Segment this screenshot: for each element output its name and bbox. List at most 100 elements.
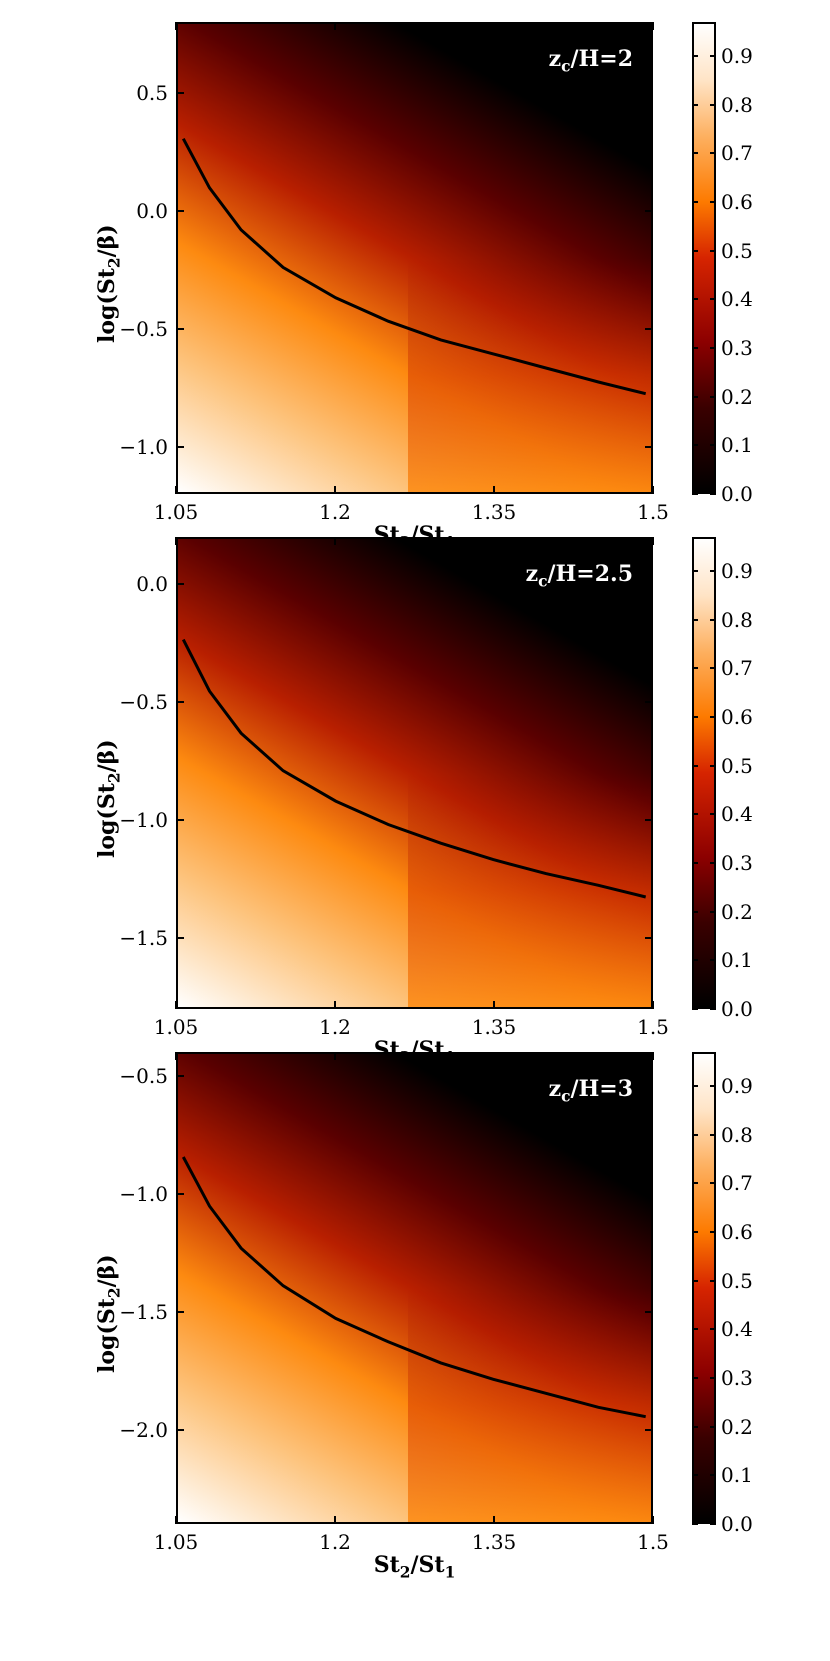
y-tick-label: −1.0 xyxy=(119,1181,168,1206)
colorbar-tick-mark xyxy=(710,764,716,767)
colorbar-tick-mark xyxy=(710,1523,716,1525)
y-tick-label: −0.5 xyxy=(119,1063,168,1088)
x-tick-mark xyxy=(652,1052,654,1060)
y-tick-mark xyxy=(176,937,184,940)
colorbar-tick-mark xyxy=(692,1328,698,1331)
colorbar-tick-label: 0.4 xyxy=(721,802,753,827)
x-tick-mark xyxy=(652,1516,654,1524)
colorbar-tick-mark xyxy=(692,813,698,816)
colorbar-tick-label: 0.0 xyxy=(721,1512,753,1536)
panel-annotation: zc/H=3 xyxy=(548,1076,633,1106)
colorbar-tick-mark xyxy=(692,910,698,913)
x-tick-mark xyxy=(652,22,654,30)
heatmap-warm-band xyxy=(408,24,651,492)
y-tick-label: 0.0 xyxy=(136,198,168,223)
colorbar-tick-label: 0.4 xyxy=(721,287,753,312)
colorbar-tick-mark xyxy=(710,862,716,865)
colorbar-tick-label: 0.7 xyxy=(721,1171,753,1196)
colorbar-tick-mark xyxy=(710,1425,716,1428)
x-tick-mark xyxy=(493,537,495,545)
y-tick-label: 0.5 xyxy=(136,80,168,105)
y-tick-mark xyxy=(176,445,184,448)
colorbar-tick-label: 0.9 xyxy=(721,559,753,584)
y-tick-label: 0.0 xyxy=(136,572,168,597)
colorbar-tick-label: 0.1 xyxy=(721,1463,753,1488)
colorbar-tick-mark xyxy=(692,395,698,398)
colorbar-tick-label: 0.2 xyxy=(721,1414,753,1439)
colorbar-tick-label: 0.5 xyxy=(721,238,753,263)
y-tick-mark xyxy=(176,819,184,822)
colorbar-tick-mark xyxy=(692,1182,698,1185)
colorbar xyxy=(692,537,716,1009)
colorbar-tick-mark xyxy=(692,347,698,350)
colorbar-tick-mark xyxy=(710,1133,716,1136)
x-tick-label: 1.05 xyxy=(153,500,199,524)
y-tick-mark xyxy=(176,327,184,330)
x-tick-mark xyxy=(493,1516,495,1524)
x-tick-mark xyxy=(175,1001,177,1009)
colorbar-tick-mark xyxy=(710,716,716,719)
y-tick-mark xyxy=(176,583,184,586)
colorbar-tick-mark xyxy=(692,1377,698,1380)
y-tick-label: −2.0 xyxy=(119,1417,168,1442)
colorbar-tick-mark xyxy=(710,1182,716,1185)
colorbar-tick-mark xyxy=(692,862,698,865)
colorbar-tick-mark xyxy=(710,493,716,495)
heatmap-svg xyxy=(178,1054,651,1522)
colorbar-tick-mark xyxy=(710,152,716,155)
colorbar-tick-mark xyxy=(710,667,716,670)
plot-area xyxy=(176,22,653,494)
colorbar xyxy=(692,1052,716,1524)
colorbar-tick-mark xyxy=(692,103,698,106)
x-tick-mark xyxy=(175,1516,177,1524)
y-tick-mark xyxy=(176,701,184,704)
colorbar-tick-mark xyxy=(692,667,698,670)
x-tick-label: 1.5 xyxy=(637,1530,669,1554)
y-tick-mark xyxy=(645,583,653,586)
y-tick-mark xyxy=(645,1074,653,1077)
colorbar-tick-label: 0.1 xyxy=(721,948,753,973)
colorbar-tick-mark xyxy=(710,298,716,301)
x-tick-label: 1.5 xyxy=(637,1015,669,1039)
colorbar-tick-mark xyxy=(710,910,716,913)
colorbar-tick-mark xyxy=(692,716,698,719)
colorbar-tick-mark xyxy=(692,618,698,621)
y-axis-label: log(St2/β) xyxy=(94,224,124,343)
colorbar-tick-mark xyxy=(692,1474,698,1477)
colorbar-tick-mark xyxy=(710,201,716,204)
colorbar-tick-label: 0.3 xyxy=(721,1366,753,1391)
colorbar-tick-mark xyxy=(692,764,698,767)
colorbar-tick-label: 0.5 xyxy=(721,753,753,778)
colorbar-tick-mark xyxy=(692,1523,698,1525)
x-tick-mark xyxy=(652,1001,654,1009)
colorbar-tick-label: 0.6 xyxy=(721,1220,753,1245)
x-tick-label: 1.2 xyxy=(319,500,351,524)
y-tick-mark xyxy=(645,1192,653,1195)
colorbar-tick-label: 0.3 xyxy=(721,851,753,876)
colorbar-tick-label: 0.2 xyxy=(721,384,753,409)
x-tick-mark xyxy=(334,1052,336,1060)
panel-annotation: zc/H=2 xyxy=(548,46,633,76)
colorbar-tick-mark xyxy=(710,570,716,573)
plot-area xyxy=(176,537,653,1009)
x-tick-mark xyxy=(175,486,177,494)
colorbar-tick-label: 0.3 xyxy=(721,336,753,361)
x-tick-label: 1.05 xyxy=(153,1015,199,1039)
y-tick-mark xyxy=(645,91,653,94)
colorbar-tick-label: 0.9 xyxy=(721,44,753,69)
y-tick-mark xyxy=(176,1074,184,1077)
colorbar-tick-mark xyxy=(710,103,716,106)
x-tick-mark xyxy=(493,1052,495,1060)
colorbar-tick-mark xyxy=(692,570,698,573)
y-tick-mark xyxy=(645,937,653,940)
colorbar-tick-label: 0.8 xyxy=(721,92,753,117)
x-tick-mark xyxy=(493,22,495,30)
colorbar-tick-label: 0.6 xyxy=(721,190,753,215)
x-tick-mark xyxy=(334,537,336,545)
colorbar-tick-mark xyxy=(710,959,716,962)
colorbar-tick-label: 0.8 xyxy=(721,607,753,632)
colorbar-tick-mark xyxy=(710,1328,716,1331)
y-tick-mark xyxy=(176,1192,184,1195)
colorbar-tick-mark xyxy=(710,1231,716,1234)
colorbar-tick-mark xyxy=(710,1279,716,1282)
